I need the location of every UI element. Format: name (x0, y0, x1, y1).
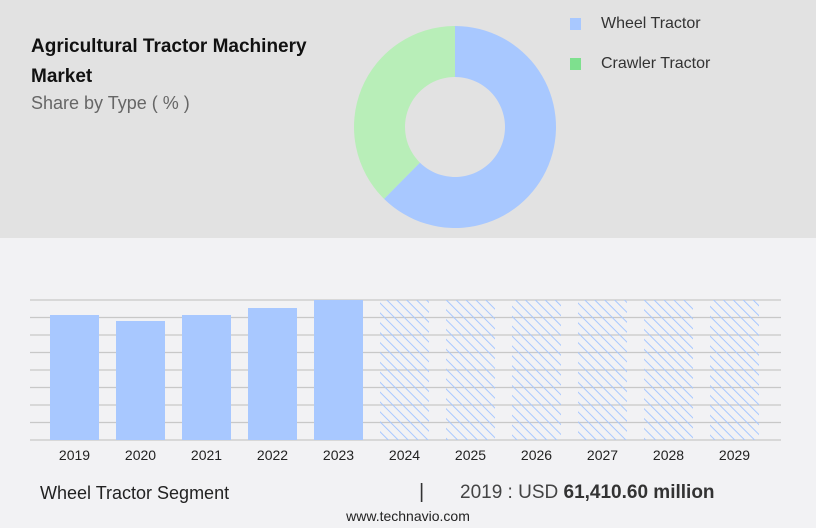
chart-subtitle: Share by Type ( % ) (31, 93, 190, 113)
x-tick-label: 2022 (257, 447, 288, 463)
value-amount: 61,410.60 million (563, 482, 715, 503)
x-tick-label: 2027 (587, 447, 618, 463)
website: www.technavio.com (346, 508, 470, 524)
bar-forecast-2025 (446, 300, 495, 440)
x-tick-label: 2020 (125, 447, 156, 463)
bar-forecast-2028 (644, 300, 693, 440)
legend-swatch (570, 18, 581, 30)
legend-label: Crawler Tractor (601, 55, 711, 72)
bar-2020 (116, 320, 165, 440)
bar-chart: 2019 2020 2021 2022 2023 2024 2025 2026 2027 2028… (30, 299, 781, 463)
bar-2022 (248, 307, 297, 440)
bar-2021 (182, 315, 231, 440)
bar-forecast-2029 (710, 300, 759, 440)
bar-forecast-2024 (380, 300, 429, 440)
bar-forecast-2027 (578, 300, 627, 440)
legend-item-crawler-tractor: Crawler Tractor (570, 55, 710, 73)
x-tick-label: 2019 (59, 447, 90, 463)
x-tick-label: 2029 (719, 447, 750, 463)
x-tick-label: 2023 (323, 447, 354, 463)
segment-label: Wheel Tractor Segment (40, 483, 230, 503)
legend-label: Wheel Tractor (601, 15, 701, 32)
value-prefix: 2019 : USD (460, 482, 564, 503)
donut-slice-0 (384, 26, 556, 229)
bar-2023 (314, 300, 363, 440)
donut-slice-1 (354, 26, 455, 199)
x-tick-label: 2021 (191, 447, 222, 463)
bar-forecast-2026 (512, 300, 561, 440)
chart-title: Agricultural Tractor Machinery Market (31, 36, 307, 87)
donut-chart (354, 26, 556, 229)
segment-value: 2019 : USD 61,410.60 million (460, 482, 715, 504)
x-tick-label: 2028 (653, 447, 684, 463)
x-tick-label: 2026 (521, 447, 552, 463)
legend-item-wheel-tractor: Wheel Tractor (570, 15, 701, 33)
x-tick-label: 2025 (455, 447, 486, 463)
x-tick-label: 2024 (389, 447, 420, 463)
separator: | (419, 481, 425, 503)
bar-2019 (50, 315, 99, 440)
legend-swatch (570, 58, 581, 70)
